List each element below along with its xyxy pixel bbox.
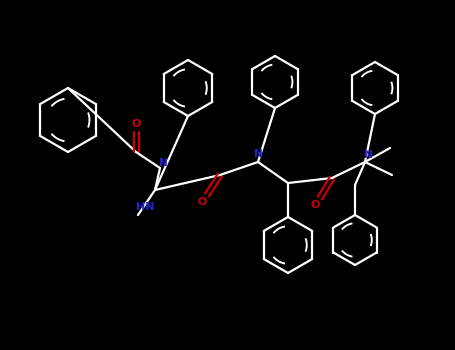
Text: N: N [253,149,263,159]
Text: N: N [159,158,167,168]
Text: N: N [364,150,372,160]
Text: O: O [197,197,207,207]
Text: O: O [131,119,141,129]
Text: HN: HN [136,202,154,212]
Text: O: O [310,200,320,210]
